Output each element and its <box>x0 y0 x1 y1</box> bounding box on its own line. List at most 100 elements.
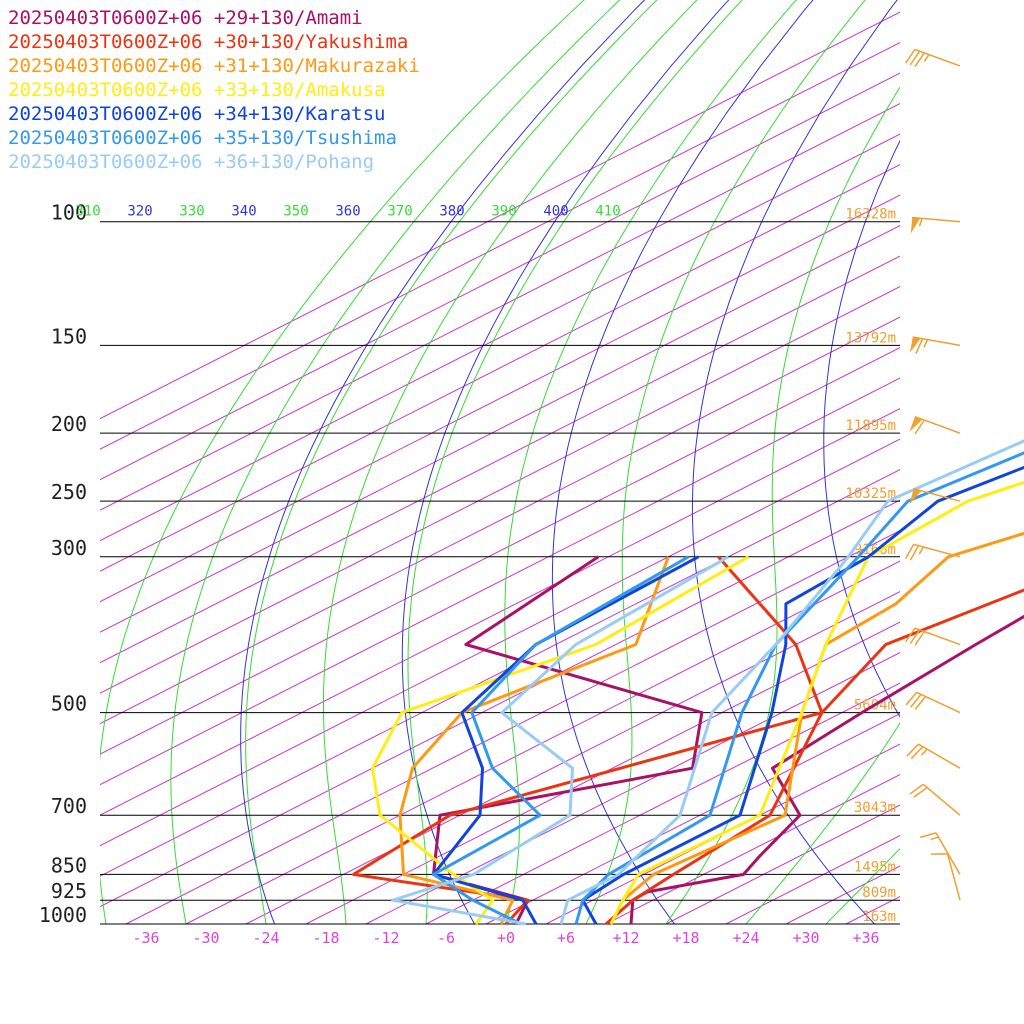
temperature-tick-label: -24 <box>252 929 279 947</box>
theta-label: 330 <box>179 204 204 220</box>
theta-label: 360 <box>335 204 360 220</box>
moist-adiabat-line <box>745 721 900 924</box>
pressure-tick-label: 150 <box>51 324 87 348</box>
isotherm-line <box>185 560 900 924</box>
isotherm-line <box>100 133 900 542</box>
temperature-tick-label: +36 <box>852 929 879 947</box>
isotherm-line <box>605 773 900 924</box>
isotherm-line <box>785 865 900 924</box>
isotherm-line <box>100 224 900 633</box>
temperature-profile-3 <box>609 480 1024 925</box>
isotherm-line <box>100 377 900 786</box>
pressure-tick-label: 100 <box>51 201 87 225</box>
temperature-tick-label: +6 <box>557 929 575 947</box>
moist-adiabat-line <box>825 848 900 924</box>
height-label: 16328m <box>845 207 896 223</box>
temperature-tick-label: +24 <box>732 929 759 947</box>
wind-barb <box>905 691 961 714</box>
temperature-tick-label: -12 <box>372 929 399 947</box>
temperature-tick-label: +30 <box>792 929 819 947</box>
pressure-tick-label: 850 <box>51 853 87 877</box>
wind-barb <box>909 336 961 355</box>
chart-legend: 20250403T0600Z+06 +29+130/Amami20250403T… <box>8 7 420 173</box>
legend-entry: 20250403T0600Z+06 +33+130/Amakusa <box>8 79 386 101</box>
isotherm-line <box>245 590 900 924</box>
wind-barb <box>910 216 961 234</box>
pressure-tick-label: 200 <box>51 412 87 436</box>
wind-barb <box>904 543 961 561</box>
legend-entry: 20250403T0600Z+06 +31+130/Makurazaki <box>8 55 420 77</box>
wind-barb <box>906 743 961 769</box>
dewpoint-profile-1 <box>352 555 824 926</box>
isotherm-line <box>305 621 900 924</box>
temperature-tick-label: -30 <box>192 929 219 947</box>
pressure-tick-label: 925 <box>51 879 87 903</box>
pressure-tick-label: 500 <box>51 692 87 716</box>
dry-adiabat-line <box>823 139 900 718</box>
height-label: 809m <box>862 885 896 901</box>
height-label: 13792m <box>845 330 896 346</box>
isotherm-line <box>100 41 900 450</box>
wind-barb <box>919 832 961 875</box>
temperature-profile-5 <box>574 451 1024 925</box>
temperature-tick-label: -6 <box>437 929 455 947</box>
dewpoint-profile-4 <box>432 555 700 925</box>
wind-barb <box>909 415 961 435</box>
height-label: 11895m <box>845 418 896 434</box>
legend-entry: 20250403T0600Z+06 +30+130/Yakushima <box>8 31 408 53</box>
isotherm-line <box>425 682 900 924</box>
temperature-tick-label: -18 <box>312 929 339 947</box>
isotherm-line <box>485 712 900 924</box>
height-label: 3043m <box>854 800 896 816</box>
sounding-profiles <box>352 439 1024 926</box>
isotherm-line <box>100 255 900 664</box>
dry-adiabat-line <box>401 0 730 924</box>
wind-barbs <box>904 48 961 901</box>
isotherm-line <box>365 651 900 924</box>
wind-barb <box>909 488 961 505</box>
isotherm-line <box>100 72 900 481</box>
moist-adiabat-line <box>665 86 900 924</box>
isotherm-line <box>845 895 900 924</box>
isotherm-line <box>100 11 900 420</box>
dry-adiabat-line <box>551 0 814 924</box>
isotherm-line <box>100 194 900 603</box>
theta-label: 380 <box>439 204 464 220</box>
height-label: 163m <box>862 909 896 925</box>
theta-label: 310 <box>75 204 100 220</box>
legend-entry: 20250403T0600Z+06 +36+130/Pohang <box>8 151 374 173</box>
pressure-tick-label: 300 <box>51 536 87 560</box>
isotherm-line <box>100 346 900 755</box>
height-label: 10325m <box>845 486 896 502</box>
temperature-tick-label: +18 <box>672 929 699 947</box>
theta-label: 350 <box>283 204 308 220</box>
theta-label: 400 <box>543 204 568 220</box>
temperature-profile-6 <box>559 439 1024 925</box>
isotherm-line <box>100 438 900 847</box>
temperature-profile-0 <box>629 614 1024 925</box>
isotherm-line <box>100 163 900 572</box>
theta-label: 370 <box>387 204 412 220</box>
isotherm-line <box>100 285 900 694</box>
theta-label: 340 <box>231 204 256 220</box>
wind-barb <box>909 783 961 816</box>
isotherm-line <box>100 499 900 908</box>
dry-adiabat-line <box>691 0 898 924</box>
dry-adiabat-line <box>240 0 646 924</box>
dewpoint-profile-6 <box>391 555 730 926</box>
temperature-profile-4 <box>581 465 1024 925</box>
isotherm-line <box>100 468 900 877</box>
temperature-profile-1 <box>605 588 1024 926</box>
theta-label: 390 <box>491 204 516 220</box>
isotherm-line <box>100 316 900 725</box>
temperature-profile-2 <box>609 531 1024 925</box>
legend-entry: 20250403T0600Z+06 +29+130/Amami <box>8 7 363 29</box>
theta-label: 410 <box>595 204 620 220</box>
legend-entry: 20250403T0600Z+06 +35+130/Tsushima <box>8 127 397 149</box>
pressure-tick-label: 700 <box>51 794 87 818</box>
dewpoint-profile-5 <box>432 555 690 926</box>
isobar-lines <box>100 221 900 925</box>
pressure-tick-label: 1000 <box>39 903 87 927</box>
